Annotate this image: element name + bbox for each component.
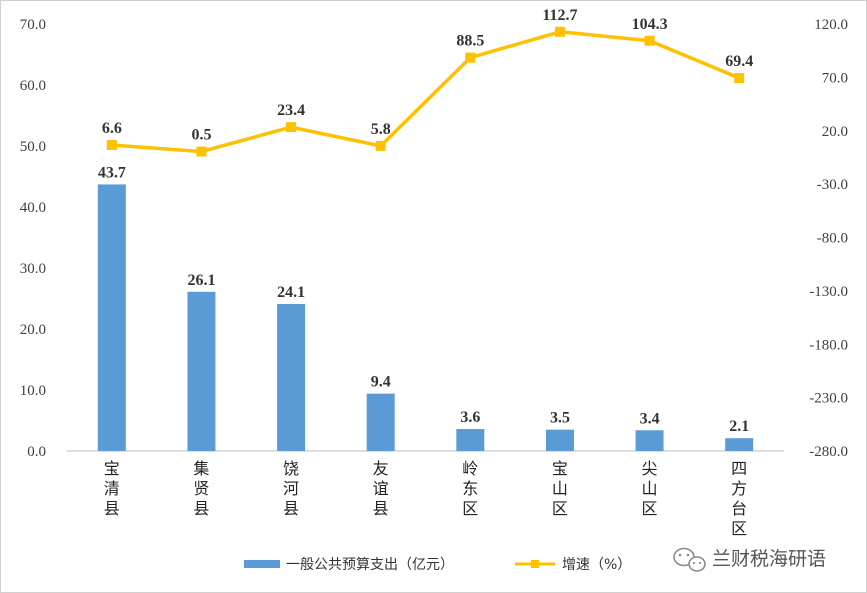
- right-axis: -280.0 -230.0 -180.0 -130.0 -80.0 -30.0 20.0 70…: [809, 17, 848, 460]
- bar: [545, 429, 574, 451]
- bar-series: [97, 184, 754, 451]
- line-data-label: 23.4: [277, 102, 305, 119]
- line-data-label: 69.4: [725, 53, 753, 70]
- line-point: [106, 140, 117, 151]
- category-label: 友谊县: [373, 459, 389, 518]
- legend-line-label: 增速（%）: [562, 557, 631, 573]
- category-label: 四方台区: [731, 459, 747, 538]
- category-label: 宝清县: [104, 459, 120, 518]
- right-tick-label: -180.0: [809, 337, 848, 353]
- line-point: [286, 122, 297, 133]
- category-label: 尖山区: [642, 459, 658, 518]
- line-point: [375, 140, 386, 151]
- legend-line-marker: [531, 560, 539, 568]
- watermark: 兰财税海研语: [673, 547, 826, 572]
- category-label: 饶河县: [283, 459, 299, 518]
- right-tick-label: 20.0: [822, 124, 848, 140]
- line-point: [644, 35, 655, 46]
- bar: [277, 303, 306, 451]
- category-labels: 宝清县 集贤县 饶河县 友谊县 岭东区 宝山区 尖山区 四方台区: [104, 459, 747, 538]
- bar-data-label: 3.4: [640, 410, 660, 427]
- right-tick-label: 70.0: [822, 70, 848, 86]
- line-data-label: 104.3: [632, 16, 668, 33]
- series-line: [111, 30, 740, 154]
- bar: [635, 430, 664, 451]
- left-tick-label: 30.0: [20, 261, 46, 277]
- legend-bar-label: 一般公共预算支出（亿元）: [286, 557, 454, 573]
- left-tick-label: 60.0: [20, 78, 46, 94]
- category-label: 集贤县: [193, 459, 209, 518]
- right-tick-label: -30.0: [817, 177, 848, 193]
- left-tick-label: 40.0: [20, 200, 46, 216]
- line-point: [734, 73, 745, 84]
- line-data-label: 0.5: [191, 127, 211, 144]
- bar: [366, 393, 395, 451]
- line-data-label: 112.7: [542, 7, 577, 24]
- right-tick-label: -130.0: [809, 284, 848, 300]
- bar-data-label: 9.4: [371, 374, 391, 391]
- line-data-label: 88.5: [456, 33, 484, 50]
- legend-bar-swatch: [244, 560, 280, 568]
- bar-data-label: 3.5: [550, 410, 570, 427]
- right-tick-label: 120.0: [814, 17, 848, 33]
- left-tick-label: 50.0: [20, 139, 46, 155]
- wechat-icon: [673, 547, 706, 572]
- category-label: 岭东区: [462, 459, 478, 518]
- legend: 一般公共预算支出（亿元） 增速（%）: [244, 557, 631, 573]
- bar: [456, 429, 485, 451]
- bar-data-label: 24.1: [277, 284, 305, 301]
- bar-data-label: 2.1: [729, 418, 749, 435]
- bar-data-label: 43.7: [98, 164, 126, 181]
- line-point: [196, 146, 207, 157]
- bar: [97, 184, 126, 451]
- bar: [725, 438, 754, 451]
- bar-data-labels: 43.7 26.1 24.1 9.4 3.6 3.5 3.4 2.1: [98, 164, 749, 435]
- watermark-text: 兰财税海研语: [712, 548, 826, 570]
- line-point: [554, 26, 565, 37]
- right-tick-label: -230.0: [809, 391, 848, 407]
- line-data-labels: 6.6 0.5 23.4 5.8 88.5 112.7 104.3 69.4: [102, 7, 753, 144]
- left-tick-label: 10.0: [20, 383, 46, 399]
- line-data-label: 5.8: [371, 121, 391, 138]
- category-label: 宝山区: [552, 459, 568, 518]
- left-axis: 0.0 10.0 20.0 30.0 40.0 50.0 60.0 70.0: [20, 17, 46, 460]
- left-tick-label: 0.0: [27, 444, 46, 460]
- bar-data-label: 26.1: [187, 272, 215, 289]
- line-point: [465, 52, 476, 63]
- left-tick-label: 20.0: [20, 322, 46, 338]
- bar: [187, 291, 216, 451]
- left-tick-label: 70.0: [20, 17, 46, 33]
- line-data-label: 6.6: [102, 120, 122, 137]
- right-tick-label: -80.0: [817, 231, 848, 247]
- line-series: [106, 26, 745, 157]
- bar-data-label: 3.6: [460, 409, 480, 426]
- right-tick-label: -280.0: [809, 444, 848, 460]
